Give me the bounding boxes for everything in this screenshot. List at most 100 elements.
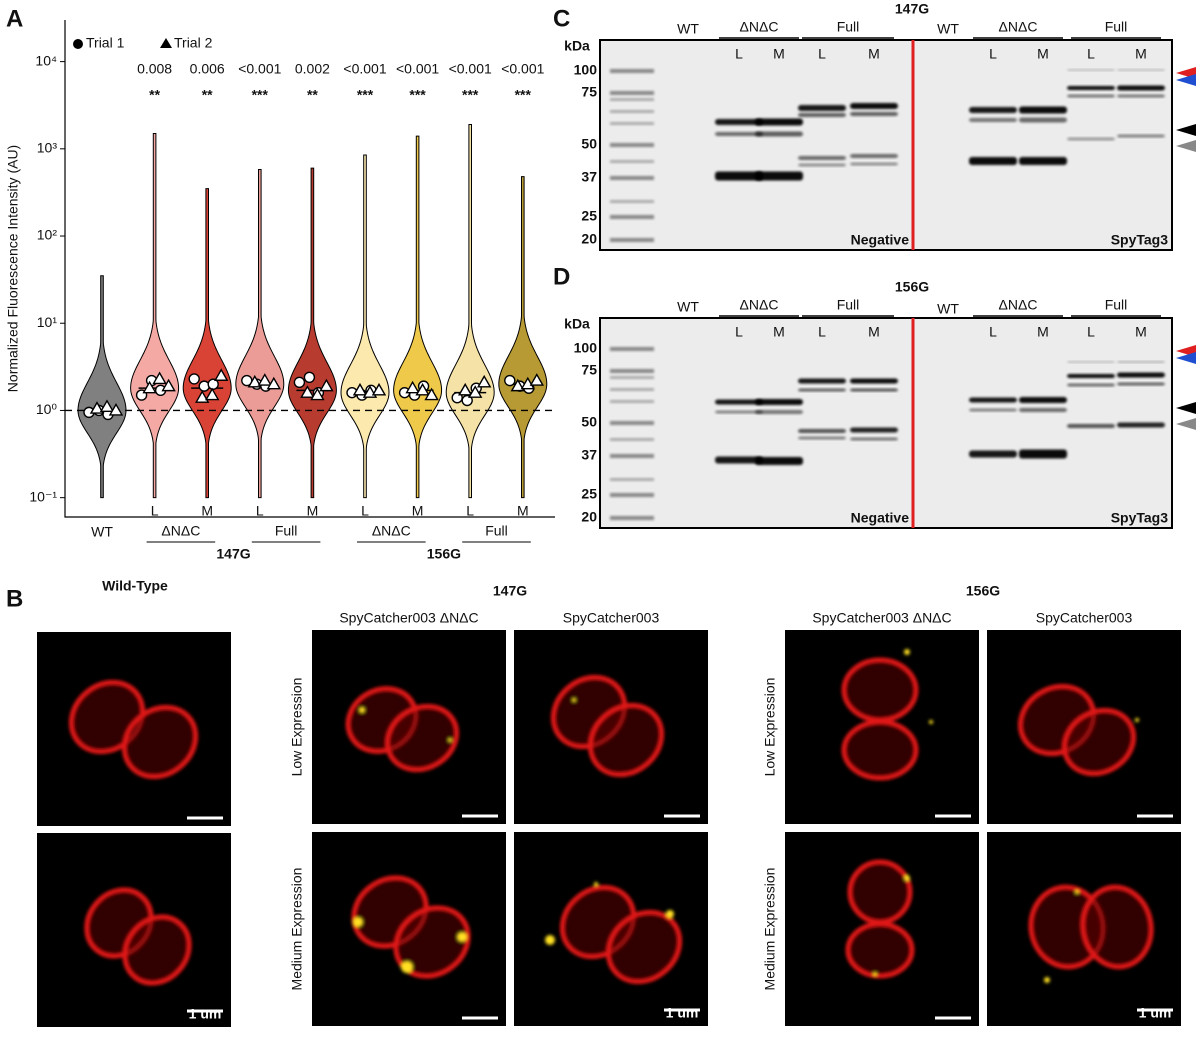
x-tick-label: WT xyxy=(91,524,113,540)
trial-point xyxy=(266,376,282,390)
lane-label: M xyxy=(1037,46,1049,62)
trial-point xyxy=(108,403,124,416)
gel-tag: Negative xyxy=(851,232,910,248)
group-title: 156G xyxy=(966,583,1000,599)
lane-label: L xyxy=(989,324,997,340)
lane-label: L xyxy=(1087,46,1095,62)
trial-point xyxy=(424,387,439,401)
fluorescent-spot xyxy=(873,972,877,976)
violin xyxy=(235,168,285,499)
gel-band xyxy=(715,119,763,125)
marker-label: 25 xyxy=(581,208,597,224)
lane-group: ΔNΔC xyxy=(999,19,1038,35)
panel-label: C xyxy=(553,5,570,32)
gel-band xyxy=(1117,134,1165,138)
gel-band xyxy=(1019,117,1067,123)
x-tick-label: M xyxy=(517,503,529,519)
wild-type-title: Wild-Type xyxy=(102,578,168,594)
trial-point xyxy=(310,387,325,401)
gel-band xyxy=(798,113,846,117)
column-label: SpyCatcher003 xyxy=(563,610,660,626)
cell xyxy=(384,703,460,773)
lane-group: Full xyxy=(837,19,860,35)
lane-label: M xyxy=(1135,324,1147,340)
gel-band xyxy=(850,154,898,158)
gel-band xyxy=(1019,449,1067,459)
marker-label: 37 xyxy=(581,169,597,185)
lane-label: M xyxy=(773,324,785,340)
gel-band xyxy=(850,162,898,166)
trial-point xyxy=(188,373,200,385)
fluorescent-spot xyxy=(457,932,467,942)
gel-band xyxy=(1067,383,1115,387)
gel-title: 156G xyxy=(895,279,929,295)
trial-point xyxy=(476,374,492,388)
trial-point xyxy=(152,371,167,385)
ladder-band xyxy=(610,493,654,497)
significance: ** xyxy=(149,87,160,103)
y-tick-label: 10⁴ xyxy=(35,52,57,68)
significance: ** xyxy=(202,87,213,103)
gel-band xyxy=(1019,397,1067,403)
gel-band xyxy=(798,156,846,160)
trial-point xyxy=(161,378,176,392)
ladder-band xyxy=(610,69,654,73)
scale-label: 1 um xyxy=(1139,1005,1172,1021)
gel-band xyxy=(850,427,898,433)
ladder-band xyxy=(610,110,654,113)
legend-label: Trial 2 xyxy=(174,35,213,51)
fluorescent-spot xyxy=(594,882,598,886)
ladder-band xyxy=(610,200,654,203)
panel-label: B xyxy=(6,585,23,612)
trial-point xyxy=(293,376,306,389)
subgroup-label: Full xyxy=(485,523,508,539)
trial-point xyxy=(303,371,316,383)
y-tick-label: 10⁰ xyxy=(36,401,58,417)
gel-band xyxy=(1019,408,1067,412)
ladder-band xyxy=(610,143,654,147)
x-tick-label: M xyxy=(201,503,213,519)
subgroup-label: ΔNΔC xyxy=(161,523,200,539)
trial-point xyxy=(405,380,420,394)
scale-label: 1 um xyxy=(189,1006,222,1022)
ladder-band xyxy=(610,91,654,95)
marker-label: 20 xyxy=(581,509,597,525)
cell xyxy=(605,909,683,985)
gel-band xyxy=(1117,69,1165,71)
lane-label: L xyxy=(818,324,826,340)
p-value: 0.006 xyxy=(190,61,225,77)
ladder-band xyxy=(610,478,654,481)
x-tick-label: L xyxy=(466,503,474,519)
violin xyxy=(182,188,232,499)
gel-band xyxy=(850,112,898,116)
fluorescent-spot xyxy=(545,935,555,945)
gel-unit: kDa xyxy=(564,316,590,332)
band-arrow xyxy=(1176,74,1196,86)
gel-title: 147G xyxy=(895,1,929,17)
band-arrow xyxy=(1176,124,1196,136)
significance: *** xyxy=(515,87,532,103)
gel-band xyxy=(798,378,846,384)
band-arrow xyxy=(1176,418,1196,430)
cell xyxy=(847,859,913,925)
p-value: <0.001 xyxy=(343,61,386,77)
cells xyxy=(345,686,460,773)
lane-group: ΔNΔC xyxy=(740,297,779,313)
marker-label: 50 xyxy=(581,136,597,152)
gel-band xyxy=(1019,106,1067,114)
panel-label: D xyxy=(553,263,570,290)
x-tick-label: L xyxy=(256,503,264,519)
cells xyxy=(550,674,665,778)
p-value: <0.001 xyxy=(449,61,492,77)
gel-band xyxy=(969,397,1017,403)
panel-label: A xyxy=(6,5,23,32)
gel-band xyxy=(715,399,763,405)
significance: *** xyxy=(409,87,426,103)
gel-band xyxy=(969,118,1017,122)
violin xyxy=(498,176,548,499)
ladder-band xyxy=(610,376,654,379)
marker-label: 50 xyxy=(581,414,597,430)
gel-band xyxy=(798,436,846,440)
lane-label: L xyxy=(735,324,743,340)
